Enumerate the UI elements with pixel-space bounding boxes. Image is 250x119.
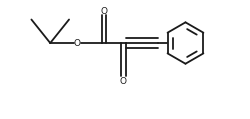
Text: O: O	[100, 7, 107, 16]
Text: O: O	[74, 39, 80, 47]
Text: O: O	[120, 77, 126, 86]
